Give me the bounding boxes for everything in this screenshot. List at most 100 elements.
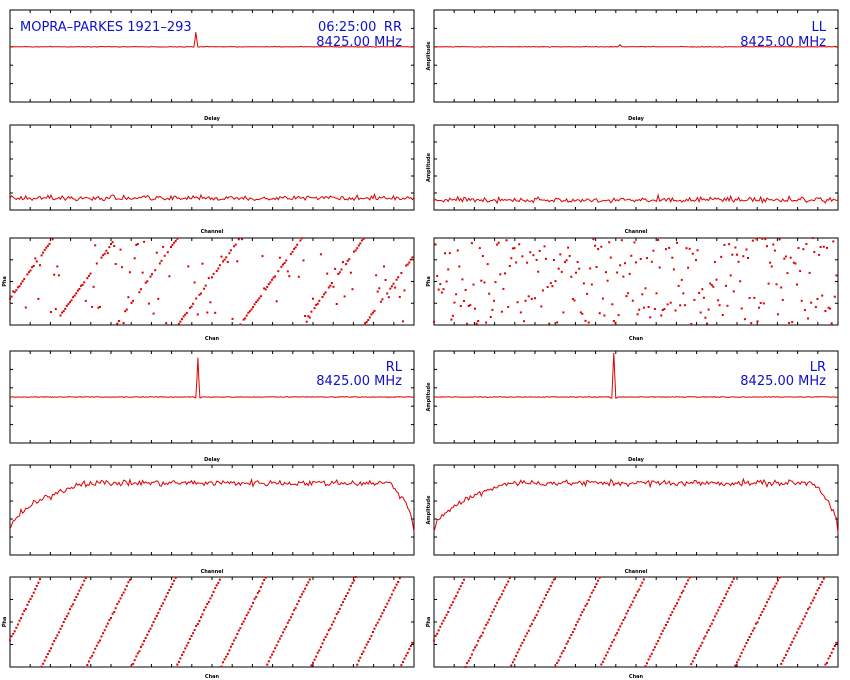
phase-point-rl	[116, 603, 119, 605]
phase-point-lr	[660, 633, 663, 635]
phase-point-rr	[51, 238, 54, 241]
phase-point-ll	[527, 295, 530, 298]
phase-point-rr	[253, 303, 256, 306]
phase-point-ll	[657, 239, 660, 241]
phase-point-rr	[274, 275, 277, 278]
phase-point-rr	[116, 322, 119, 325]
phase-point-lr	[679, 595, 682, 598]
phase-point-lr	[778, 576, 781, 579]
phase-point-ll	[513, 247, 516, 250]
phase-point-rl	[122, 591, 125, 594]
phase-point-lr	[826, 661, 828, 664]
phase-point-lr	[552, 578, 555, 581]
phase-point-rl	[345, 595, 348, 597]
phase-point-lr	[748, 636, 751, 638]
phase-point-rl	[100, 635, 103, 638]
phase-point-ll	[663, 308, 666, 310]
phase-point-rr	[18, 285, 21, 288]
phase-point-rr	[61, 311, 64, 314]
phase-plot-rl-ylabel: Pha	[2, 617, 8, 628]
phase-point-rl	[149, 627, 152, 630]
phase-point-ll	[556, 321, 559, 324]
phase-point-rl	[23, 609, 26, 612]
phase-point-rl	[59, 627, 62, 630]
phase-point-lr	[483, 627, 486, 630]
phase-point-lr	[464, 665, 467, 668]
phase-point-rl	[125, 584, 128, 587]
phase-point-rr	[141, 271, 144, 274]
phase-point-ll	[819, 246, 822, 248]
phase-point-lr	[633, 596, 636, 599]
phase-point-rl	[76, 593, 79, 596]
phase-point-rr	[151, 273, 153, 276]
phase-point-rl	[73, 599, 76, 601]
delay-plot-lr-xlabel: Delay	[628, 457, 644, 463]
phase-point-lr	[587, 599, 590, 601]
phase-point-ll	[582, 282, 585, 285]
phase-point-rl	[42, 662, 45, 665]
phase-point-lr	[538, 606, 541, 609]
phase-point-rl	[271, 653, 273, 656]
phase-point-lr	[799, 625, 802, 628]
phase-point-rl	[53, 640, 56, 642]
phase-point-rr	[53, 273, 56, 276]
phase-point-lr	[611, 641, 614, 644]
phase-point-rr	[296, 243, 299, 246]
phase-point-lr	[541, 600, 544, 603]
phase-point-rl	[346, 592, 349, 595]
phase-point-ll	[638, 308, 641, 311]
phase-point-rr	[113, 245, 116, 247]
phase-point-rr	[138, 291, 141, 294]
phase-point-ll	[743, 318, 746, 321]
phase-point-rl	[244, 617, 247, 620]
phase-point-rr	[83, 281, 86, 284]
phase-point-lr	[832, 648, 835, 650]
phase-point-rr	[400, 272, 403, 274]
phase-point-rr	[121, 266, 123, 269]
phase-point-rr	[201, 262, 204, 265]
phase-point-rr	[21, 280, 24, 283]
phase-point-ll	[526, 261, 529, 264]
phase-point-rl	[157, 611, 160, 614]
phase-point-lr	[472, 649, 475, 652]
phase-point-rl	[132, 662, 135, 665]
phase-point-rr	[310, 310, 313, 313]
phase-point-ll	[622, 275, 625, 278]
phase-plot-ll-xlabel: Chan	[629, 336, 644, 342]
phase-point-rr	[255, 301, 258, 303]
phase-point-rr	[110, 243, 112, 245]
phase-point-rr	[231, 317, 234, 320]
phase-point-lr	[519, 644, 522, 647]
phase-point-lr	[437, 629, 440, 632]
phase-point-lr	[603, 657, 606, 660]
phase-point-rl	[278, 637, 281, 640]
phase-point-lr	[617, 628, 620, 631]
phase-point-lr	[699, 644, 702, 647]
phase-point-rr	[181, 318, 183, 321]
phase-point-rl	[390, 593, 393, 596]
phase-point-rr	[179, 320, 182, 323]
phase-point-rl	[294, 607, 297, 610]
phase-point-ll	[685, 247, 688, 250]
phase-point-rr	[372, 311, 374, 314]
phase-point-rr	[89, 272, 92, 275]
phase-point-rl	[108, 619, 111, 621]
phase-point-ll	[505, 239, 508, 242]
phase-point-rl	[196, 623, 199, 625]
phase-point-rr	[59, 314, 62, 317]
phase-point-ll	[467, 305, 470, 307]
phase-point-rl	[220, 665, 223, 668]
phase-point-rl	[229, 645, 232, 648]
phase-point-rr	[119, 248, 122, 251]
phase-point-rr	[185, 311, 188, 314]
phase-point-rl	[217, 581, 220, 584]
phase-point-lr	[769, 595, 772, 598]
phase-point-rr	[155, 251, 158, 254]
phase-point-rl	[267, 660, 270, 663]
phase-point-lr	[824, 663, 827, 666]
phase-point-ll	[445, 280, 448, 283]
phase-point-ll	[472, 283, 475, 286]
phase-point-rr	[375, 274, 378, 277]
phase-point-rr	[27, 271, 30, 274]
phase-point-ll	[745, 248, 748, 251]
